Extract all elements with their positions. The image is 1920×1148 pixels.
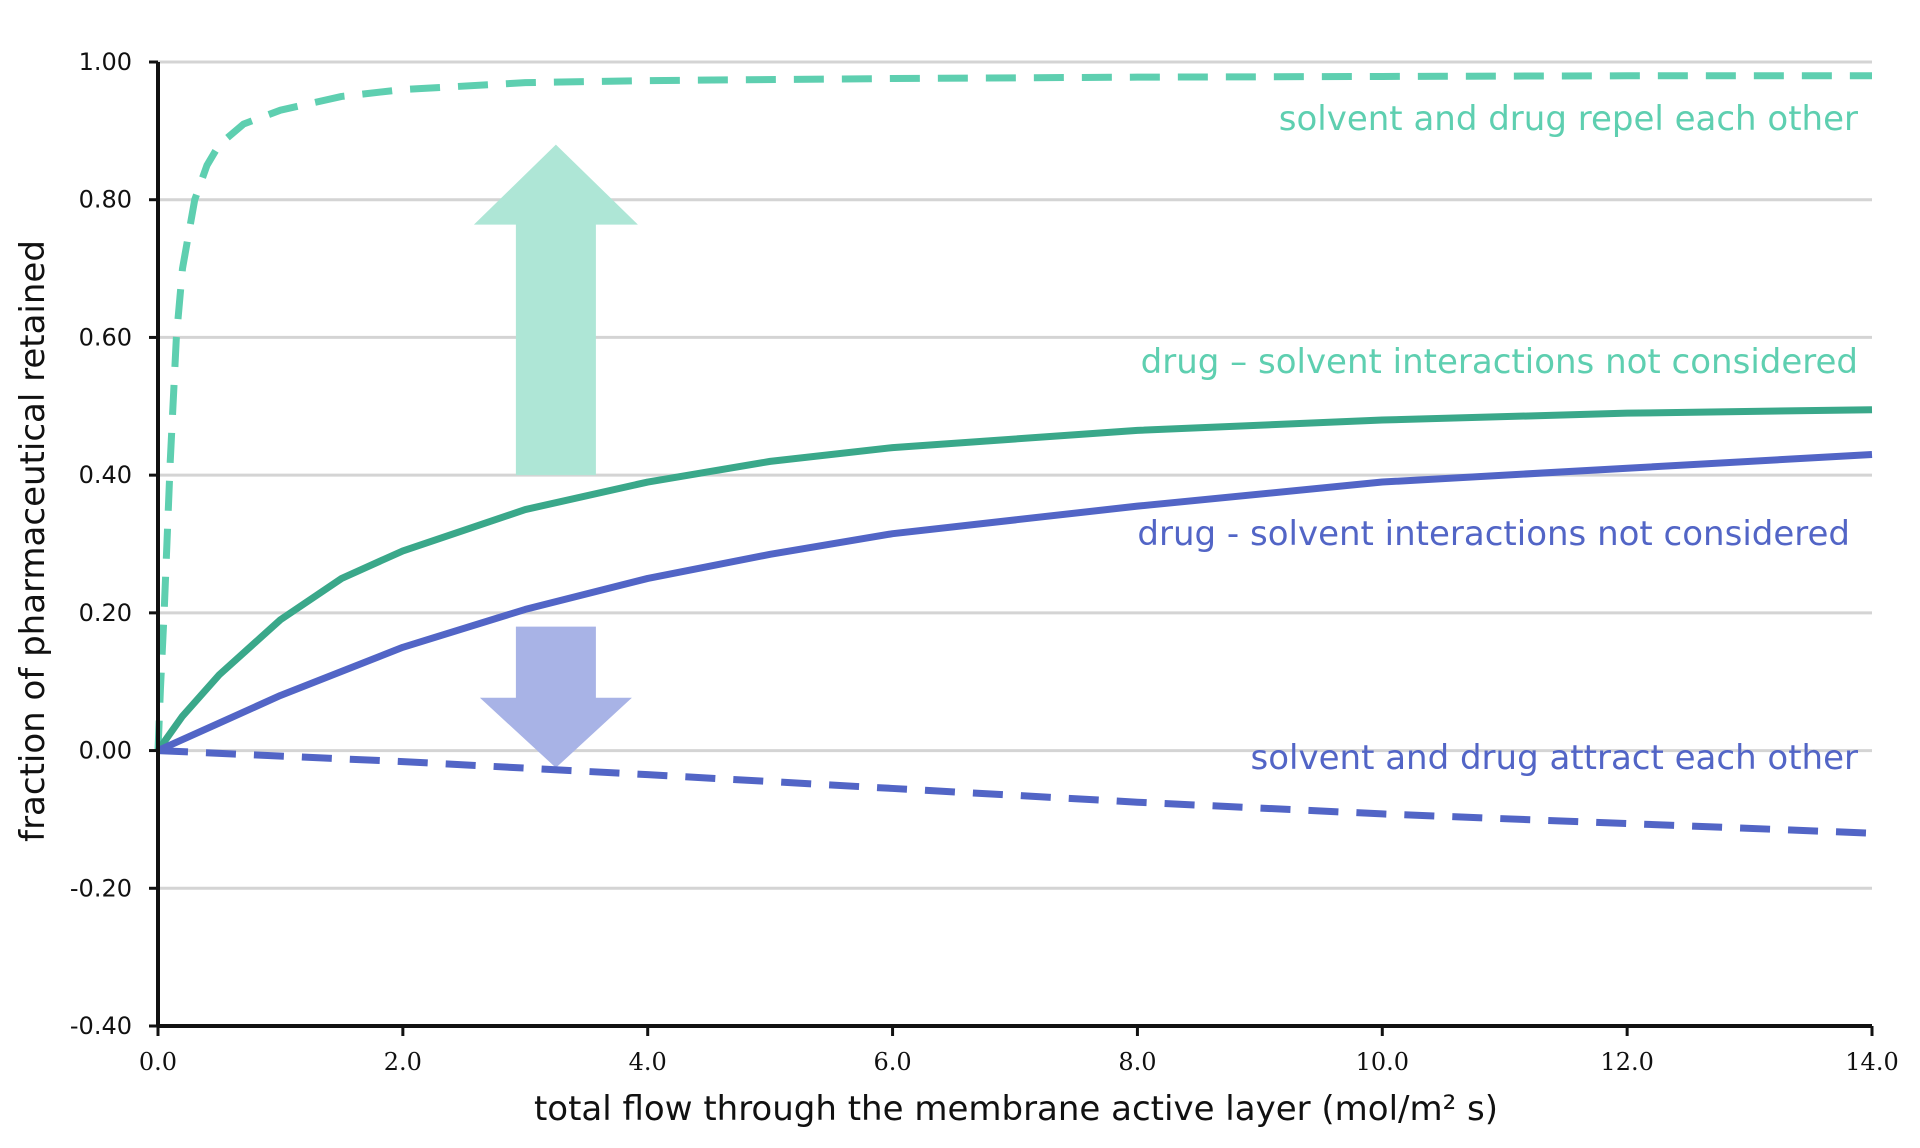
y-tick-label: 0.00	[79, 737, 132, 765]
y-tick-label: -0.20	[70, 874, 132, 902]
tick-labels: -0.40 -0.20 0.00 0.20 0.40 0.60 0.80 1.00 0.0 2.0…	[70, 48, 1899, 1076]
x-axis-title: total flow through the membrane active l…	[534, 1089, 1498, 1129]
x-tick-label: 6.0	[873, 1048, 911, 1076]
series-label-2: drug – solvent interactions not consider…	[1141, 342, 1858, 382]
y-tick-label: -0.40	[70, 1012, 132, 1040]
series-line-1	[154, 72, 1872, 751]
x-tick-label: 8.0	[1118, 1048, 1156, 1076]
series-lines	[154, 72, 1873, 837]
y-tick-label: 0.60	[79, 323, 132, 351]
series-label-4: solvent and drug attract each other	[1251, 738, 1859, 778]
y-axis-title: fraction of pharmaceutical retained	[13, 240, 53, 842]
y-tick-label: 0.80	[79, 186, 132, 214]
x-tick-label: 12.0	[1600, 1048, 1653, 1076]
gridlines	[158, 60, 1872, 890]
x-tick-label: 2.0	[384, 1048, 422, 1076]
trend-arrows	[473, 144, 638, 768]
y-tick-label: 0.20	[79, 599, 132, 627]
y-tick-label: 1.00	[79, 48, 132, 76]
y-tick-label: 0.40	[79, 461, 132, 489]
series-label-1: solvent and drug repel each other	[1279, 99, 1858, 139]
series-line-2	[155, 406, 1873, 753]
x-tick-label: 4.0	[629, 1048, 667, 1076]
arrow-up-icon	[473, 144, 638, 476]
arrow-down-icon	[479, 626, 632, 768]
x-tick-label: 14.0	[1845, 1048, 1898, 1076]
x-tick-label: 0.0	[139, 1048, 177, 1076]
series-line-3	[156, 450, 1873, 754]
series-label-3: drug - solvent interactions not consider…	[1137, 514, 1850, 554]
x-tick-label: 10.0	[1356, 1048, 1409, 1076]
series-labels: solvent and drug repel each other drug – …	[1137, 99, 1858, 778]
axes	[149, 60, 1874, 1036]
